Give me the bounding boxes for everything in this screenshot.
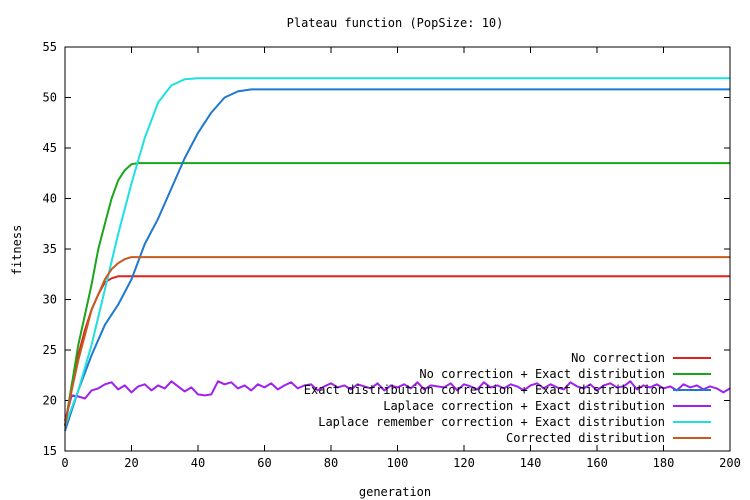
series-layer [64,77,731,432]
x-tick-label: 100 [387,456,409,470]
legend-label-1: No correction [571,351,665,365]
y-axis-label: fitness [10,225,24,276]
x-tick-label: 60 [257,456,271,470]
y-tick-label: 35 [43,242,57,256]
axis-ticks: 0 20 40 60 80 100 120 140 160 180 200 15 20 25 30 35 40 4… [43,40,741,470]
legend-label-6: Corrected distribution [506,431,665,445]
x-tick-label: 20 [124,456,138,470]
legend: No correction No correction + Exact distr… [304,351,711,445]
y-tick-label: 30 [43,293,57,307]
legend-label-5: Laplace remember correction + Exact dist… [318,415,665,429]
y-tick-label: 40 [43,192,57,206]
x-tick-label: 120 [453,456,475,470]
legend-label-4: Laplace correction + Exact distribution [383,399,665,413]
series-line-3 [64,88,730,432]
x-tick-label: 40 [191,456,205,470]
series-line-2 [64,162,730,426]
plot-frame [64,46,731,452]
x-tick-label: 80 [324,456,338,470]
x-tick-label: 160 [586,456,608,470]
y-tick-label: 50 [43,91,57,105]
x-tick-label: 180 [653,456,675,470]
series-line-6 [64,256,730,426]
x-tick-label: 140 [520,456,542,470]
x-axis-label: generation [359,485,431,499]
y-tick-label: 45 [43,141,57,155]
series-line-5 [64,77,730,427]
x-tick-label: 0 [61,456,68,470]
chart-title: Plateau function (PopSize: 10) [287,16,504,30]
y-tick-label: 25 [43,343,57,357]
x-tick-label: 200 [719,456,741,470]
y-tick-label: 15 [43,444,57,458]
legend-label-3: Exact distribution correction + Exact di… [304,383,665,397]
y-tick-label: 55 [43,40,57,54]
legend-label-2: No correction + Exact distribution [419,367,665,381]
series-line-4 [64,380,731,421]
y-tick-label: 20 [43,394,57,408]
